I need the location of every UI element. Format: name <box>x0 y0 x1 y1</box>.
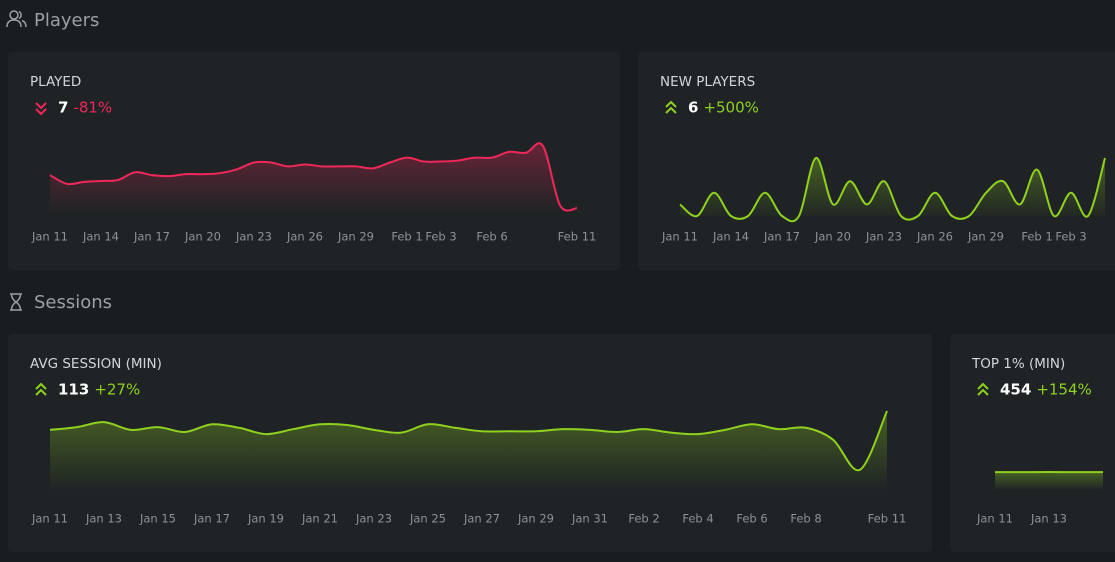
x-tick-label: Jan 26 <box>286 230 323 244</box>
x-tick-label: Jan 29 <box>337 230 374 244</box>
x-tick-label: Jan 13 <box>1030 512 1067 526</box>
players-icon <box>6 10 27 28</box>
x-tick-label: Feb 6 <box>736 512 767 526</box>
chart-title: TOP 1% (MIN) <box>971 356 1065 372</box>
line <box>679 156 1106 223</box>
x-tick-label: Jan 11 <box>661 230 698 244</box>
area-fill <box>680 157 1105 222</box>
area-fill <box>995 472 1103 490</box>
sessions-icon <box>10 293 22 311</box>
section-title: Sessions <box>34 292 112 313</box>
trend-icon <box>977 382 989 396</box>
x-tick-label: Feb 11 <box>558 230 597 244</box>
x-tick-label: Jan 25 <box>409 512 446 526</box>
x-tick-label: Jan 17 <box>133 230 170 244</box>
line <box>49 410 888 472</box>
x-tick-label: Feb 2 <box>628 512 659 526</box>
x-tick-label: Feb 1 <box>1021 230 1052 244</box>
x-tick-label: Jan 11 <box>31 230 68 244</box>
chart-panel: AVG SESSION (MIN) 113 +27% Jan 11 Jan 13 Jan … <box>8 334 932 552</box>
headline-value: 454 <box>1000 381 1031 399</box>
x-tick-label: Jan 17 <box>763 230 800 244</box>
x-tick-label: Jan 31 <box>571 512 608 526</box>
x-tick-label: Feb 3 <box>1055 230 1086 244</box>
headline-value: 6 <box>688 99 698 117</box>
area-fill <box>50 411 887 490</box>
headline-change: +500% <box>703 99 758 117</box>
headline-value: 113 <box>58 381 89 399</box>
trend-icon <box>35 382 47 396</box>
x-tick-label: Jan 11 <box>976 512 1013 526</box>
x-tick-label: Jan 19 <box>247 512 284 526</box>
x-tick-label: Jan 14 <box>82 230 119 244</box>
x-tick-label: Jan 23 <box>865 230 902 244</box>
x-tick-label: Jan 20 <box>184 230 221 244</box>
panel-background <box>950 334 1115 552</box>
panel-background <box>8 52 620 270</box>
line <box>49 142 578 212</box>
x-tick-label: Jan 21 <box>301 512 338 526</box>
chart-title: PLAYED <box>30 74 81 90</box>
headline-value: 7 <box>58 99 68 117</box>
x-tick-label: Feb 6 <box>476 230 507 244</box>
headline-change: +154% <box>1036 381 1091 399</box>
chart-panel: PLAYED 7 -81% Jan 11 Jan 14 Jan 17 Jan 20 Jan 2… <box>8 52 620 270</box>
x-tick-label: Feb 3 <box>425 230 456 244</box>
x-tick-label: Jan 27 <box>463 512 500 526</box>
x-tick-label: Jan 11 <box>31 512 68 526</box>
headline-change: +27% <box>94 381 140 399</box>
area-fill <box>50 143 577 213</box>
x-tick-label: Jan 13 <box>85 512 122 526</box>
chart-panel: TOP 1% (MIN) 454 +154% Jan 11 Jan 13 <box>950 334 1115 552</box>
chart-panel: NEW PLAYERS 6 +500% Jan 11 Jan 14 Jan 17 Jan 2… <box>638 52 1115 270</box>
x-tick-label: Jan 29 <box>967 230 1004 244</box>
x-tick-label: Jan 23 <box>235 230 272 244</box>
x-tick-label: Feb 8 <box>790 512 821 526</box>
x-tick-label: Jan 20 <box>814 230 851 244</box>
section-title: Players <box>34 10 99 31</box>
x-tick-label: Jan 26 <box>916 230 953 244</box>
x-tick-label: Feb 11 <box>868 512 907 526</box>
trend-icon <box>35 102 47 116</box>
x-tick-label: Jan 23 <box>355 512 392 526</box>
chart-title: AVG SESSION (MIN) <box>30 356 162 372</box>
x-tick-label: Feb 4 <box>682 512 713 526</box>
x-tick-label: Feb 1 <box>391 230 422 244</box>
chart-title: NEW PLAYERS <box>660 74 755 90</box>
x-tick-label: Jan 17 <box>193 512 230 526</box>
x-tick-label: Jan 14 <box>712 230 749 244</box>
x-tick-label: Jan 15 <box>139 512 176 526</box>
trend-icon <box>665 100 677 114</box>
x-tick-label: Jan 29 <box>517 512 554 526</box>
headline-change: -81% <box>73 99 112 117</box>
